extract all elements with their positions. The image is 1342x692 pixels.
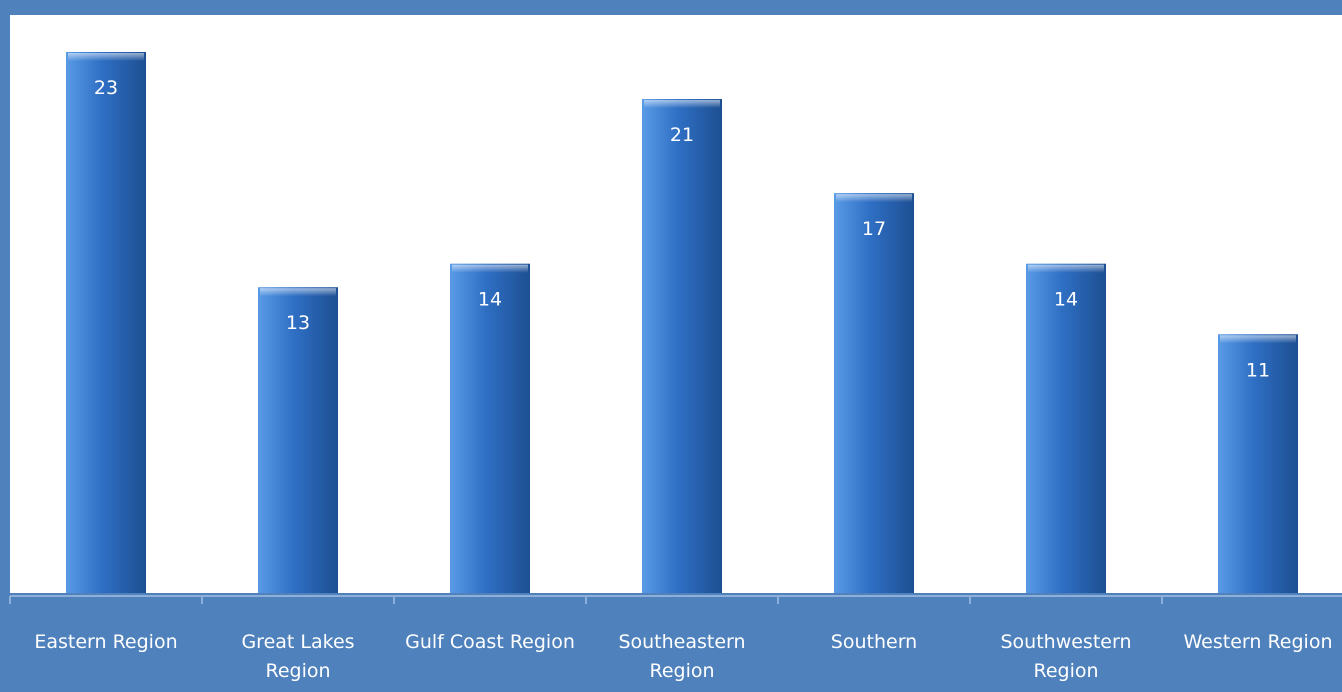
bar-highlight-1 [260, 288, 336, 296]
data-label-3: 21 [670, 124, 694, 146]
data-label-5: 14 [1054, 289, 1078, 311]
category-label-6: Western Region [1183, 631, 1332, 653]
category-label-2: Gulf Coast Region [405, 631, 575, 653]
data-label-2: 14 [478, 289, 502, 311]
data-label-6: 11 [1246, 359, 1270, 381]
bar-0 [66, 52, 146, 593]
data-label-4: 17 [862, 218, 886, 240]
bar-highlight-4 [836, 194, 912, 202]
category-label-5: Southwestern Region [1000, 631, 1131, 682]
bar-4 [834, 193, 914, 593]
category-label-3: Southeastern Region [618, 631, 745, 682]
category-label-0: Eastern Region [34, 631, 177, 653]
data-label-0: 23 [94, 77, 118, 99]
bar-highlight-2 [452, 265, 528, 273]
bar-highlight-5 [1028, 265, 1104, 273]
bar-2 [450, 264, 530, 593]
bar-3 [642, 99, 722, 593]
data-label-1: 13 [286, 312, 310, 334]
category-label-1: Great Lakes Region [241, 631, 354, 682]
category-label-4: Southern [831, 631, 917, 653]
bar-highlight-6 [1220, 335, 1296, 343]
bar-highlight-0 [68, 53, 144, 61]
bar-5 [1026, 264, 1106, 593]
bar-highlight-3 [644, 100, 720, 108]
